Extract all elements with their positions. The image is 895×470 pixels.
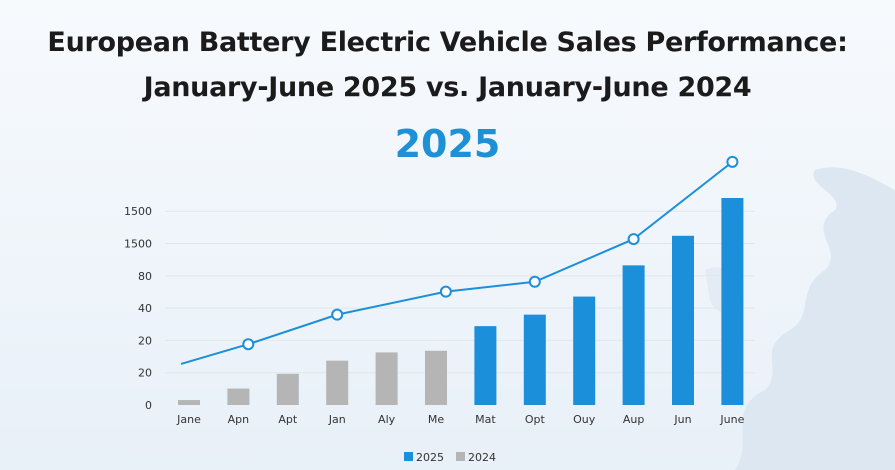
trend-line (180, 155, 739, 365)
x-tick-label: Apn (228, 413, 250, 426)
y-tick-label: 1500 (124, 205, 152, 218)
y-tick-label: 1500 (124, 238, 152, 251)
x-axis-ticks: Jane Apn Apt Jan Aly Me Mat Opt Ouy Aup Jun June (176, 413, 744, 426)
trend-line-point (726, 155, 739, 168)
y-tick-label: 40 (138, 302, 152, 315)
legend-label-2025: 2025 (416, 451, 444, 464)
bar-2024-aly (375, 352, 398, 405)
bar-2024-jan (326, 360, 349, 405)
grid-lines (165, 210, 755, 374)
trend-line-point (242, 338, 255, 351)
bar-2024-me (425, 350, 447, 405)
trend-line-point (331, 308, 344, 321)
y-tick-label: 20 (138, 334, 152, 347)
y-tick-label: 80 (138, 270, 152, 283)
legend-swatch-2024 (456, 452, 465, 461)
x-tick-label: Ouy (573, 413, 596, 426)
x-tick-label: Apt (278, 413, 298, 426)
x-tick-label: Aly (378, 413, 396, 426)
trend-line-point (439, 285, 452, 298)
bar-2025-jun (672, 235, 694, 405)
trend-line-path (180, 161, 734, 365)
bar-2024-apn (227, 388, 250, 405)
legend: 2025 2024 (404, 451, 496, 464)
bar-2024-apt (276, 373, 299, 405)
x-tick-label: Aup (623, 413, 644, 426)
bar-2024-jane (178, 400, 200, 405)
x-tick-label: Mat (475, 413, 496, 426)
x-tick-label: Jane (176, 413, 201, 426)
x-tick-label: Opt (525, 413, 546, 426)
x-tick-label: Jun (673, 413, 691, 426)
x-tick-label: June (719, 413, 744, 426)
legend-label-2024: 2024 (468, 451, 496, 464)
x-tick-label: Jan (328, 413, 346, 426)
y-tick-label: 20 (138, 367, 152, 380)
y-axis-ticks: 0 20 20 40 80 1500 1500 (124, 205, 152, 412)
bar-2025-june (721, 198, 744, 405)
bar-2025-aup (622, 265, 645, 405)
chart-title-line-1: European Battery Electric Vehicle Sales … (47, 27, 848, 58)
trend-line-point (627, 233, 640, 246)
trend-line-point (528, 275, 541, 288)
y-tick-label: 0 (145, 399, 152, 412)
legend-swatch-2025 (404, 452, 413, 461)
chart-subtitle-year: 2025 (394, 122, 501, 166)
bar-2025-opt (523, 314, 546, 405)
chart-title-line-2: January-June 2025 vs. January-June 2024 (143, 72, 752, 103)
bar-2025-mat (474, 326, 497, 405)
x-tick-label: Me (428, 413, 444, 426)
bar-2025-ouy (573, 296, 596, 405)
bars (178, 198, 744, 405)
